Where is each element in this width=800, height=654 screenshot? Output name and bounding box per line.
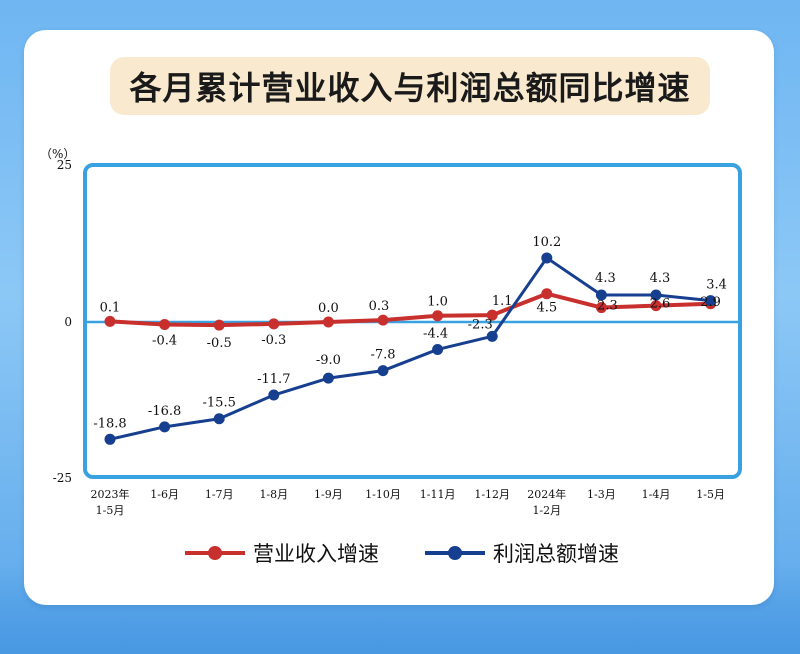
x-tick-label: 1-4月 bbox=[642, 488, 671, 501]
revenue-data-label: 1.0 bbox=[427, 295, 448, 310]
x-tick-label: 2023年 bbox=[91, 487, 130, 501]
profit-point bbox=[213, 413, 225, 425]
revenue-data-label: -0.5 bbox=[207, 336, 232, 351]
revenue-point bbox=[268, 318, 280, 330]
revenue-data-label: 2.6 bbox=[650, 297, 671, 312]
revenue-point bbox=[650, 300, 662, 312]
profit-data-label: -16.8 bbox=[148, 404, 181, 419]
x-tick-label: 1-2月 bbox=[532, 504, 561, 517]
revenue-point bbox=[486, 309, 498, 321]
profit-line bbox=[109, 256, 711, 441]
revenue-point bbox=[377, 314, 389, 326]
profit-data-label: 4.3 bbox=[650, 271, 671, 286]
revenue-point bbox=[104, 315, 116, 327]
revenue-data-label: -0.4 bbox=[152, 333, 177, 348]
x-tick-label: 1-8月 bbox=[259, 488, 288, 501]
x-tick-label: 1-5月 bbox=[696, 488, 725, 501]
revenue-data-label: 2.3 bbox=[597, 299, 618, 314]
profit-point bbox=[377, 365, 389, 377]
profit-data-label: -18.8 bbox=[93, 416, 126, 431]
profit-data-label: -15.5 bbox=[203, 396, 236, 411]
revenue-data-label: 0.0 bbox=[318, 301, 339, 316]
legend-item-profit: 利润总额增速 bbox=[425, 538, 619, 568]
chart-title: 各月累计营业收入与利润总额同比增速 bbox=[129, 69, 691, 107]
revenue-point bbox=[541, 288, 553, 300]
legend-profit-marker bbox=[425, 543, 485, 563]
profit-data-label: -7.8 bbox=[370, 348, 395, 363]
profit-point bbox=[268, 389, 280, 401]
revenue-data-label: -0.3 bbox=[261, 333, 286, 348]
x-tick-label: 1-10月 bbox=[365, 488, 401, 501]
x-tick-label: 1-3月 bbox=[587, 488, 616, 501]
legend-revenue-label: 营业收入增速 bbox=[253, 542, 379, 566]
x-tick-label: 1-9月 bbox=[314, 488, 343, 501]
profit-point bbox=[322, 372, 334, 384]
x-tick-label: 1-7月 bbox=[205, 488, 234, 501]
profit-data-label: 3.4 bbox=[706, 278, 727, 293]
y-tick-label: 0 bbox=[64, 315, 72, 329]
legend-profit-label: 利润总额增速 bbox=[493, 542, 619, 566]
profit-point bbox=[159, 421, 171, 433]
profit-data-label: -9.0 bbox=[316, 353, 341, 368]
profit-point bbox=[541, 252, 553, 264]
revenue-data-label: 4.5 bbox=[536, 301, 557, 316]
x-tick-label: 1-5月 bbox=[96, 504, 125, 517]
profit-point bbox=[705, 295, 717, 307]
legend-item-revenue: 营业收入增速 bbox=[185, 538, 379, 568]
legend-revenue-marker bbox=[185, 543, 245, 563]
revenue-point bbox=[322, 316, 334, 328]
profit-point bbox=[595, 289, 607, 301]
revenue-data-label: 1.1 bbox=[492, 294, 513, 309]
x-tick-label: 1-11月 bbox=[420, 488, 456, 501]
revenue-point bbox=[213, 319, 225, 331]
profit-point bbox=[486, 330, 498, 342]
revenue-line bbox=[109, 291, 711, 328]
revenue-data-label: 0.1 bbox=[100, 300, 121, 315]
x-tick-label: 1-12月 bbox=[474, 488, 510, 501]
revenue-point bbox=[432, 310, 444, 322]
profit-data-label: -2.3 bbox=[468, 317, 493, 332]
title-banner: 各月累计营业收入与利润总额同比增速 bbox=[110, 57, 710, 115]
y-unit-label: （%） bbox=[40, 147, 75, 161]
profit-point bbox=[432, 343, 444, 355]
profit-data-label: 10.2 bbox=[532, 235, 561, 250]
y-tick-label: -25 bbox=[53, 471, 72, 485]
profit-point bbox=[104, 433, 116, 445]
profit-point bbox=[650, 289, 662, 301]
profit-data-label: -11.7 bbox=[257, 372, 290, 387]
revenue-point bbox=[159, 318, 171, 330]
x-tick-label: 1-6月 bbox=[150, 488, 179, 501]
profit-data-label: 4.3 bbox=[595, 271, 616, 286]
revenue-data-label: 2.9 bbox=[700, 295, 721, 310]
x-tick-label: 2024年 bbox=[527, 487, 566, 501]
revenue-data-label: 0.3 bbox=[369, 299, 390, 314]
revenue-point bbox=[595, 302, 607, 314]
y-tick-label: 25 bbox=[57, 158, 72, 172]
profit-data-label: -4.4 bbox=[423, 326, 448, 341]
